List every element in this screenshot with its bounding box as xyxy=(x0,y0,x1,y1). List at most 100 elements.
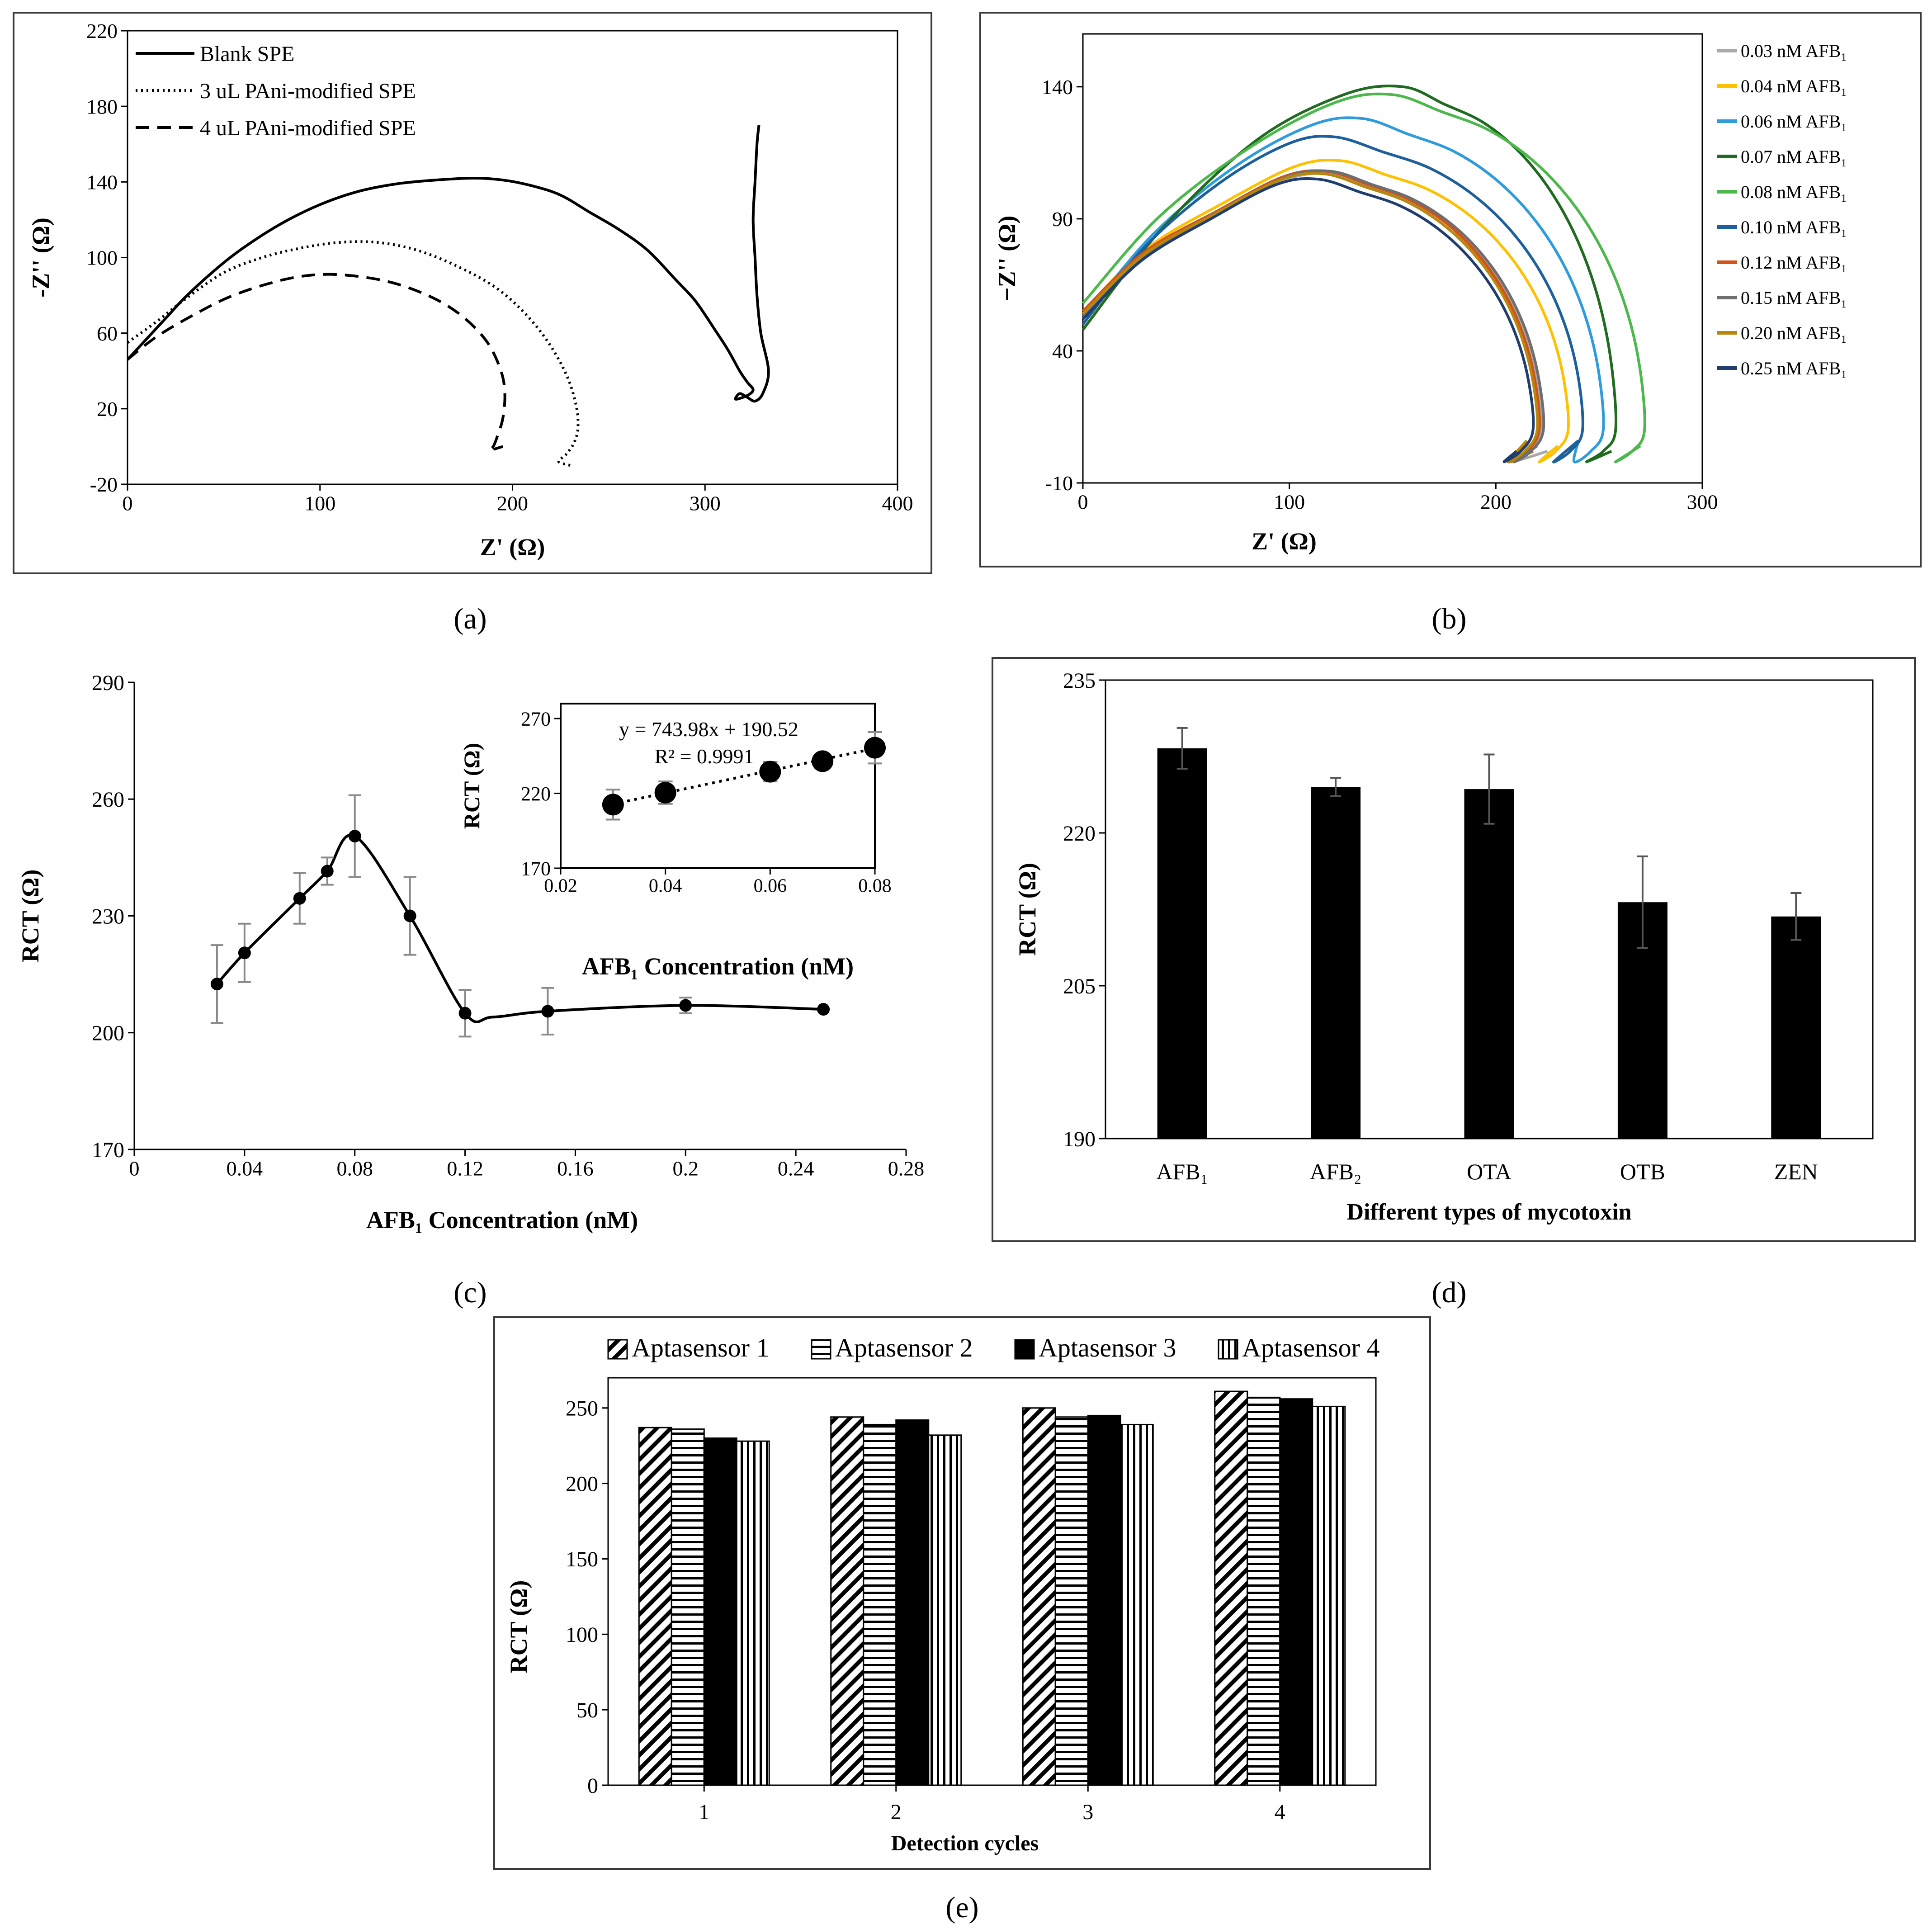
b-ytick-label: 140 xyxy=(1042,76,1073,99)
c-xtick-label: 0.16 xyxy=(557,1157,594,1180)
inset-data-point xyxy=(602,794,624,816)
a-xtick-label: 0 xyxy=(123,492,133,515)
inset-ytick-label: 170 xyxy=(521,857,551,879)
category-label: OTA xyxy=(1467,1159,1512,1184)
inset-ytick-label: 270 xyxy=(521,708,551,730)
legend-label: 0.25 nM AFB₁ xyxy=(1741,358,1847,378)
bar xyxy=(1214,1390,1248,1786)
x-axis-title: AFB₁ Concentration (nM) xyxy=(366,1206,638,1234)
panel-d-frame xyxy=(992,657,1916,1242)
inset-xtick-label: 0.06 xyxy=(754,876,787,897)
bar xyxy=(1464,789,1514,1139)
d-ytick-label: 235 xyxy=(1063,669,1096,693)
data-point xyxy=(293,892,306,905)
e-ytick-label: 50 xyxy=(576,1698,598,1722)
legend-swatch xyxy=(607,1339,628,1360)
c-xtick-label: 0.24 xyxy=(778,1157,814,1180)
a-ytick-label: -20 xyxy=(90,473,118,496)
series-line xyxy=(127,240,580,467)
inset-xtick-label: 0.02 xyxy=(544,876,577,897)
panel-a-frame xyxy=(13,12,932,574)
plot-area xyxy=(1082,33,1703,484)
c-xtick-label: 0.04 xyxy=(227,1157,263,1180)
d-ytick-label: 205 xyxy=(1063,974,1096,998)
x-axis-title: Different types of mycotoxin xyxy=(1346,1199,1631,1225)
bar xyxy=(1247,1396,1281,1786)
data-point xyxy=(238,946,251,960)
c-ytick-label: 170 xyxy=(92,1138,124,1162)
legend-label: Aptasensor 4 xyxy=(1242,1333,1379,1362)
x-axis-title: Z' (Ω) xyxy=(480,534,545,561)
y-axis-title: RCT (Ω) xyxy=(17,870,44,963)
trendline-r2: R² = 0.9991 xyxy=(655,745,754,768)
data-point xyxy=(458,1007,472,1020)
series-line xyxy=(1082,92,1646,463)
inset-xtick-label: 0.08 xyxy=(858,876,892,897)
b-ytick-label: 90 xyxy=(1052,208,1073,231)
a-ytick-label: 180 xyxy=(86,95,118,118)
legend-label: 4 uL PAni-modified SPE xyxy=(200,116,416,140)
x-axis-title: Z' (Ω) xyxy=(1252,528,1317,555)
bar xyxy=(1771,916,1821,1139)
legend-swatch xyxy=(1218,1339,1238,1360)
a-ytick-label: 60 xyxy=(97,322,118,345)
legend-swatch xyxy=(811,1339,831,1360)
data-point xyxy=(679,999,692,1012)
category-label: 4 xyxy=(1275,1800,1285,1824)
bar xyxy=(1087,1414,1121,1786)
series-line xyxy=(1082,135,1584,463)
b-xtick-label: 300 xyxy=(1687,491,1718,514)
data-point xyxy=(817,1003,830,1016)
panel-e-frame xyxy=(493,1316,1431,1870)
a-ytick-label: 20 xyxy=(97,397,118,421)
panel-a-chart: -20 20 60 100 140 180 220 0 100 200 300 400 Z' (Ω) -Z… xyxy=(27,19,913,561)
bar xyxy=(1312,1405,1346,1786)
panel-e-chart: 0 50 100 150 200 250 1 2 3 4 Detection cycles RCT (… xyxy=(505,1333,1379,1855)
bar xyxy=(703,1437,737,1786)
legend-label: 0.10 nM AFB₁ xyxy=(1741,217,1847,237)
inset-data-point xyxy=(759,761,781,783)
inset-data-point xyxy=(654,781,676,804)
legend-label: 3 uL PAni-modified SPE xyxy=(200,79,416,103)
legend-label: 0.12 nM AFB₁ xyxy=(1741,252,1847,273)
bar xyxy=(928,1434,962,1786)
c-xtick-label: 0.08 xyxy=(336,1157,373,1180)
category-label: ZEN xyxy=(1774,1159,1818,1184)
data-point xyxy=(210,978,223,991)
category-label: AFB₁ xyxy=(1156,1159,1208,1184)
a-xtick-label: 400 xyxy=(882,492,913,515)
inset-ytick-label: 220 xyxy=(521,783,551,805)
inset-x-axis-title: AFB₁ Concentration (nM) xyxy=(582,953,854,980)
panel-label-a: (a) xyxy=(453,602,487,635)
a-xtick-label: 100 xyxy=(304,492,335,515)
y-axis-title: RCT (Ω) xyxy=(1014,863,1041,956)
legend-label: Aptasensor 3 xyxy=(1039,1333,1176,1362)
legend-label: Blank SPE xyxy=(200,42,294,66)
e-ytick-label: 250 xyxy=(566,1397,598,1421)
category-label: 2 xyxy=(891,1800,902,1824)
series-line xyxy=(1082,169,1545,463)
legend-label: 0.04 nM AFB₁ xyxy=(1741,76,1847,96)
c-xtick-label: 0 xyxy=(129,1157,140,1180)
bar xyxy=(1157,748,1207,1139)
panel-label-b: (b) xyxy=(1432,602,1467,635)
series-line xyxy=(1082,172,1539,463)
c-ytick-label: 260 xyxy=(92,788,124,812)
c-xtick-label: 0.2 xyxy=(673,1157,699,1180)
y-axis-title: −Z'' (Ω) xyxy=(993,216,1020,302)
series-line xyxy=(1082,172,1548,463)
category-label: AFB₂ xyxy=(1310,1159,1362,1184)
a-ytick-label: 140 xyxy=(86,170,118,194)
a-ytick-label: 220 xyxy=(86,19,118,43)
bar xyxy=(1022,1407,1056,1786)
inset-y-axis-title: RCT (Ω) xyxy=(459,743,484,829)
bar xyxy=(1054,1416,1089,1786)
series-line xyxy=(1082,169,1541,463)
a-xtick-label: 300 xyxy=(690,492,721,515)
legend-label: Aptasensor 2 xyxy=(835,1333,973,1362)
legend-label: 0.03 nM AFB₁ xyxy=(1741,41,1847,61)
bar xyxy=(736,1440,770,1786)
b-ytick-label: -10 xyxy=(1045,472,1073,495)
b-ytick-label: 40 xyxy=(1052,340,1073,363)
